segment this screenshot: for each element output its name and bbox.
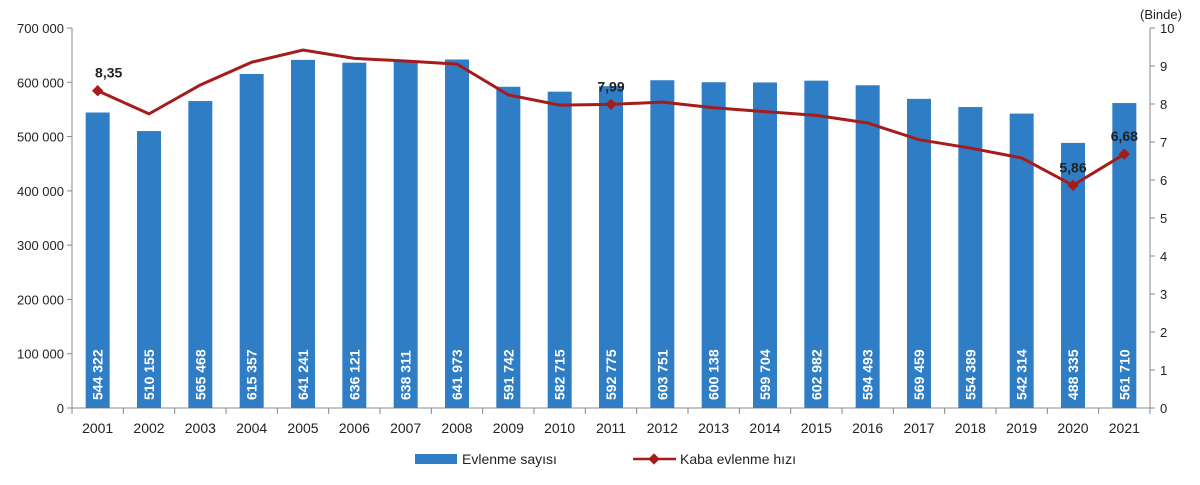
x-tick-label: 2015 [801,420,832,436]
right-tick-label: 8 [1160,97,1167,112]
bar-value-label: 599 704 [757,349,773,400]
bar [188,101,213,409]
bar-value-label: 594 493 [860,349,876,400]
right-tick-label: 7 [1160,135,1167,150]
rate-marker [1118,148,1130,160]
bar [137,131,161,408]
x-tick-label: 2010 [544,420,575,436]
left-tick-label: 400 000 [17,184,64,199]
x-tick-label: 2001 [82,420,113,436]
x-tick-label: 2020 [1057,420,1088,436]
rate-annotation: 5,86 [1059,159,1086,175]
x-tick-label: 2021 [1109,420,1140,436]
rate-annotation: 7,99 [597,78,624,94]
bar [753,82,777,408]
left-tick-label: 0 [57,401,64,416]
x-tick-label: 2016 [852,420,883,436]
bar-value-label: 561 710 [1116,349,1132,400]
x-tick-label: 2011 [596,420,626,436]
bar-value-label: 544 322 [90,349,106,400]
x-tick-label: 2017 [903,420,934,436]
bar [701,82,726,408]
bar-value-label: 542 314 [1014,349,1030,400]
right-tick-label: 2 [1160,325,1167,340]
right-tick-label: 1 [1160,363,1167,378]
bar-value-label: 591 742 [500,349,516,400]
bar-value-label: 641 241 [295,349,311,400]
bar [85,112,110,408]
bar [907,98,931,408]
left-tick-label: 700 000 [17,21,64,36]
bar-value-label: 565 468 [192,349,208,400]
bar-value-label: 592 775 [603,349,619,400]
rate-marker [1067,179,1079,191]
rate-annotation: 6,68 [1111,128,1138,144]
bar-value-label: 554 389 [962,349,978,400]
bar-value-label: 488 335 [1065,349,1081,400]
rate-line: 8,35 7,99 5,86 6,68 [92,48,1138,191]
bar [496,86,521,409]
left-tick-label: 200 000 [17,292,64,307]
x-tick-label: 2004 [236,420,267,436]
legend: Evlenme sayısı Kaba evlenme hızı [415,451,796,467]
bar-value-label: 600 138 [706,349,722,400]
x-tick-label: 2005 [287,420,318,436]
left-tick-label: 100 000 [17,347,64,362]
bar-value-label: 641 973 [449,349,465,400]
x-tick-label: 2006 [339,420,370,436]
bar [650,80,675,409]
bar-value-label: 636 121 [346,349,362,400]
x-tick-label: 2003 [185,420,216,436]
bar [393,61,418,409]
x-tick-label: 2014 [749,420,780,436]
x-tick-label: 2019 [1006,420,1037,436]
rate-marker [92,85,104,97]
legend-bar-label: Evlenme sayısı [462,451,557,467]
bar [958,107,983,409]
right-tick-label: 5 [1160,211,1167,226]
x-tick-label: 2012 [647,420,678,436]
right-tick-label: 0 [1160,401,1167,416]
right-tick-label: 3 [1160,287,1167,302]
left-tick-label: 300 000 [17,238,64,253]
bar-value-label: 582 715 [552,349,568,400]
x-tick-label: 2002 [133,420,164,436]
bar-value-label: 569 459 [911,349,927,400]
right-tick-label: 6 [1160,173,1167,188]
bar-value-label: 615 357 [244,349,260,400]
x-tick-label: 2018 [955,420,986,436]
bar [445,59,469,409]
bar [855,85,880,408]
right-axis-unit: (Binde) [1140,7,1182,22]
bars: 544 322 510 155 565 468 615 357 641 241 636 1… [85,59,1137,409]
right-tick-label: 9 [1160,59,1167,74]
bar [599,86,623,408]
x-tick-label: 2009 [493,420,524,436]
bar [239,73,264,408]
bar [804,80,829,408]
bar-value-label: 510 155 [141,349,157,400]
rate-annotation: 8,35 [95,65,122,81]
bar [291,59,315,409]
x-tick-label: 2013 [698,420,729,436]
legend-line-marker [648,453,660,465]
x-tick-label: 2007 [390,420,421,436]
left-tick-label: 600 000 [17,75,64,90]
bar-value-label: 603 751 [654,349,670,400]
right-tick-label: 4 [1160,249,1167,264]
bar [342,62,367,408]
bar-value-label: 602 982 [808,349,824,400]
bar [547,91,572,408]
legend-line-label: Kaba evlenme hızı [680,451,796,467]
legend-bar-swatch [415,454,457,464]
x-tick-label: 2008 [441,420,472,436]
bar-value-label: 638 311 [398,350,414,400]
right-tick-label: 10 [1160,21,1174,36]
axes: 0 100 000 200 000 300 000 400 000 500 000 600 … [17,21,1174,436]
left-tick-label: 500 000 [17,130,64,145]
